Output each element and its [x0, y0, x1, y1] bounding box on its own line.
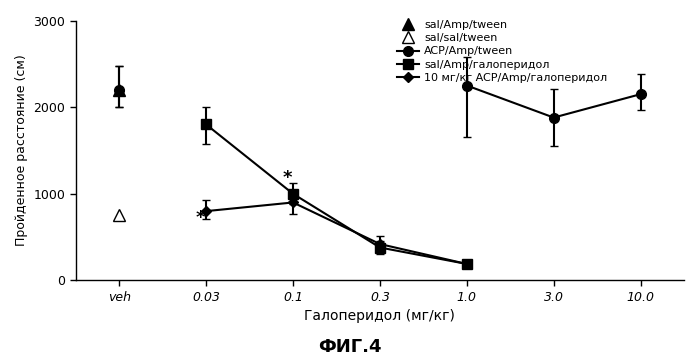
- Text: *: *: [195, 209, 205, 227]
- Y-axis label: Пройденное расстояние (см): Пройденное расстояние (см): [15, 55, 28, 246]
- Legend: sal/Amp/tween, sal/sal/tween, ACP/Amp/tween, sal/Amp/галоперидол, 10 мг/кг ACP/A: sal/Amp/tween, sal/sal/tween, ACP/Amp/tw…: [392, 15, 612, 87]
- Text: *: *: [282, 169, 291, 187]
- X-axis label: Галоперидол (мг/кг): Галоперидол (мг/кг): [305, 309, 455, 323]
- Text: ФИГ.4: ФИГ.4: [318, 338, 381, 356]
